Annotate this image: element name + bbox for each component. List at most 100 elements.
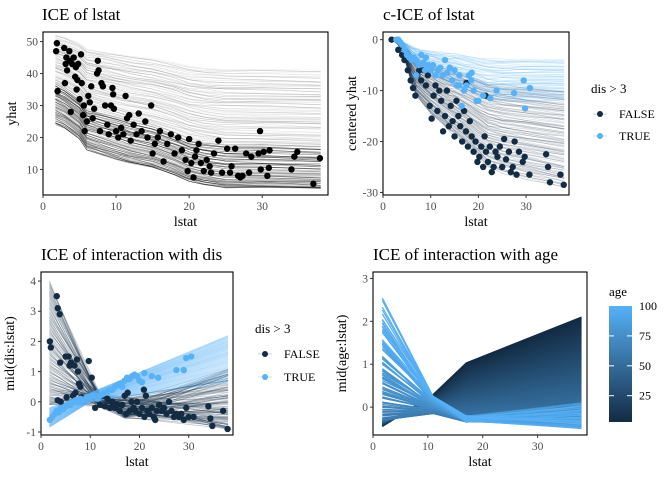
- data-point: [95, 67, 102, 74]
- data-point-false: [519, 158, 526, 166]
- colorbar-tick-label: 100: [639, 299, 657, 313]
- ice-curve: [55, 116, 321, 184]
- x-tick-label: 0: [380, 201, 386, 213]
- data-point-true: [417, 51, 425, 59]
- ice-curve: [55, 119, 321, 187]
- data-point-false: [401, 56, 408, 64]
- y-tick-label: 2: [30, 336, 36, 348]
- data-point-true: [458, 102, 465, 110]
- y-tick-label: -10: [363, 86, 379, 98]
- legend-title: dis > 3: [255, 321, 291, 336]
- data-point-false: [142, 392, 150, 399]
- data-point-false: [509, 163, 516, 171]
- panel-ice-interaction-dis: ICE of interaction with dis 0 10 20 30 -101…: [3, 245, 320, 470]
- data-point-false: [116, 407, 123, 415]
- ice-curve: [55, 71, 321, 130]
- x-tick-label: 20: [134, 441, 146, 453]
- data-point: [81, 127, 88, 135]
- data-point-false: [168, 407, 175, 415]
- y-tick-label: 3: [30, 306, 36, 318]
- y-tick-label: 3: [362, 273, 368, 285]
- data-point-false: [73, 356, 81, 363]
- data-point-false: [56, 311, 63, 318]
- legend-dis: dis > 3 FALSE TRUE: [255, 321, 320, 384]
- ice-curve-true: [390, 39, 565, 76]
- data-point-false: [511, 138, 518, 145]
- x-tick-label: 20: [473, 201, 485, 213]
- legend-dis: dis > 3 FALSE TRUE: [591, 81, 655, 143]
- data-point-true: [521, 105, 529, 112]
- data-point-false: [500, 135, 508, 143]
- ice-curve: [55, 94, 321, 161]
- data-point: [126, 111, 133, 119]
- data-point-false: [96, 401, 104, 409]
- x-axis-ticks: 0 10 20 30: [380, 195, 532, 213]
- data-point-false: [190, 413, 197, 421]
- data-point-false: [72, 389, 79, 396]
- data-point: [156, 127, 164, 135]
- ice-curve: [55, 37, 321, 76]
- ice-curve: [55, 57, 321, 109]
- data-point-false: [439, 128, 447, 135]
- data-point: [171, 150, 178, 157]
- data-point: [255, 150, 262, 157]
- ice-curve-true: [391, 39, 565, 79]
- data-point-false: [183, 404, 190, 412]
- data-point-false: [546, 179, 554, 186]
- data-point-false: [153, 407, 160, 415]
- data-point: [231, 145, 239, 152]
- data-point-true: [520, 77, 527, 84]
- ice-curve-false: [49, 304, 229, 416]
- panel-ice-interaction-age: ICE of interaction with age 0 10 20 30 0 1 2 3…: [335, 245, 657, 470]
- ice-curve: [55, 115, 321, 184]
- observed-points: [52, 39, 324, 188]
- ice-curve: [55, 122, 321, 188]
- ice-curve: [55, 101, 321, 169]
- data-point: [117, 124, 125, 132]
- ice-curve-true: [49, 383, 229, 428]
- data-point-true: [479, 92, 487, 99]
- data-point: [74, 60, 82, 68]
- data-point-false: [395, 46, 402, 54]
- ice-curve: [55, 70, 321, 128]
- ice-curve: [55, 116, 321, 186]
- data-point-false: [185, 413, 192, 421]
- panel-title: ICE of interaction with dis: [41, 245, 222, 264]
- x-tick-label: 30: [532, 441, 544, 453]
- data-point: [99, 83, 107, 90]
- ice-curve: [55, 101, 321, 170]
- y-axis-ticks: 10 20 30 40 50: [27, 37, 43, 176]
- data-point: [218, 169, 226, 176]
- ice-curve-true: [49, 372, 229, 425]
- ice-curve: [55, 122, 321, 189]
- legend-item-true: TRUE: [593, 129, 650, 143]
- data-point-true: [487, 95, 494, 102]
- ice-curve: [55, 61, 321, 115]
- data-point-true: [493, 87, 500, 94]
- ice-curve: [55, 114, 321, 182]
- ice-curve: [55, 74, 321, 134]
- data-point-false: [141, 413, 148, 421]
- data-point-true: [460, 87, 468, 94]
- legend-item-false: FALSE: [593, 107, 655, 121]
- data-point-false: [140, 386, 148, 393]
- data-point-false: [412, 92, 419, 99]
- data-point: [88, 83, 95, 90]
- data-point-false: [65, 353, 72, 360]
- data-point-false: [474, 158, 481, 166]
- ice-curve-true: [49, 377, 229, 427]
- data-point: [83, 118, 91, 125]
- ice-curve: [55, 34, 321, 71]
- panel-title: ICE of lstat: [42, 5, 121, 24]
- ice-curve-true: [391, 39, 565, 69]
- data-point-false: [417, 77, 425, 84]
- data-point-false: [478, 143, 485, 150]
- data-point-false: [101, 403, 109, 410]
- x-tick-label: 10: [422, 441, 434, 453]
- data-point-false: [494, 153, 501, 160]
- ice-curve-true: [49, 339, 229, 411]
- ice-curve-true: [391, 38, 565, 65]
- ice-curve: [55, 49, 321, 95]
- ice-curve: [55, 56, 321, 109]
- data-point: [265, 164, 273, 172]
